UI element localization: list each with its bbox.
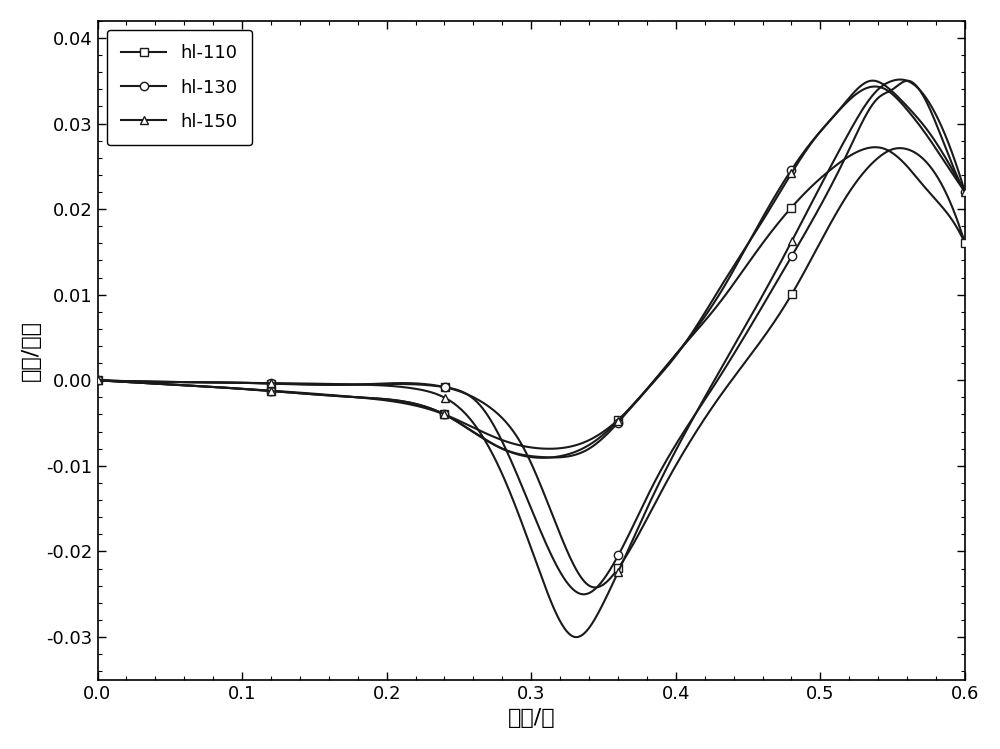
hl-110 [311,389,323,398]
hl-150 [92,376,104,385]
hl-130 [578,589,590,598]
hl-110 [392,378,404,387]
hl-130 [289,380,301,389]
hl-110 [869,143,881,152]
hl-150 [289,379,301,388]
hl-150 [124,377,136,386]
hl-130 [833,166,845,175]
Line: hl-110: hl-110 [93,143,969,592]
Legend: hl-110, hl-130, hl-150: hl-110, hl-130, hl-150 [107,30,252,145]
hl-130 [392,380,404,389]
Line: hl-130: hl-130 [93,76,969,598]
hl-130 [758,300,770,309]
hl-110 [124,377,136,386]
hl-110 [92,376,104,385]
hl-130 [92,376,104,385]
hl-110 [92,376,104,385]
hl-150 [570,633,582,642]
hl-110 [289,380,301,389]
hl-150 [92,376,104,385]
hl-110 [833,204,845,213]
hl-150 [758,289,770,298]
hl-110 [589,583,601,592]
hl-150 [894,75,906,84]
hl-130 [92,376,104,385]
X-axis label: 电压/伏: 电压/伏 [507,708,555,728]
Line: hl-150: hl-150 [93,76,969,641]
hl-130 [902,76,914,85]
hl-150 [311,390,323,399]
hl-130 [124,377,136,386]
hl-130 [311,390,323,399]
hl-150 [392,382,404,391]
Y-axis label: 电流/安培: 电流/安培 [21,320,41,380]
hl-110 [758,333,770,342]
hl-150 [833,147,845,156]
